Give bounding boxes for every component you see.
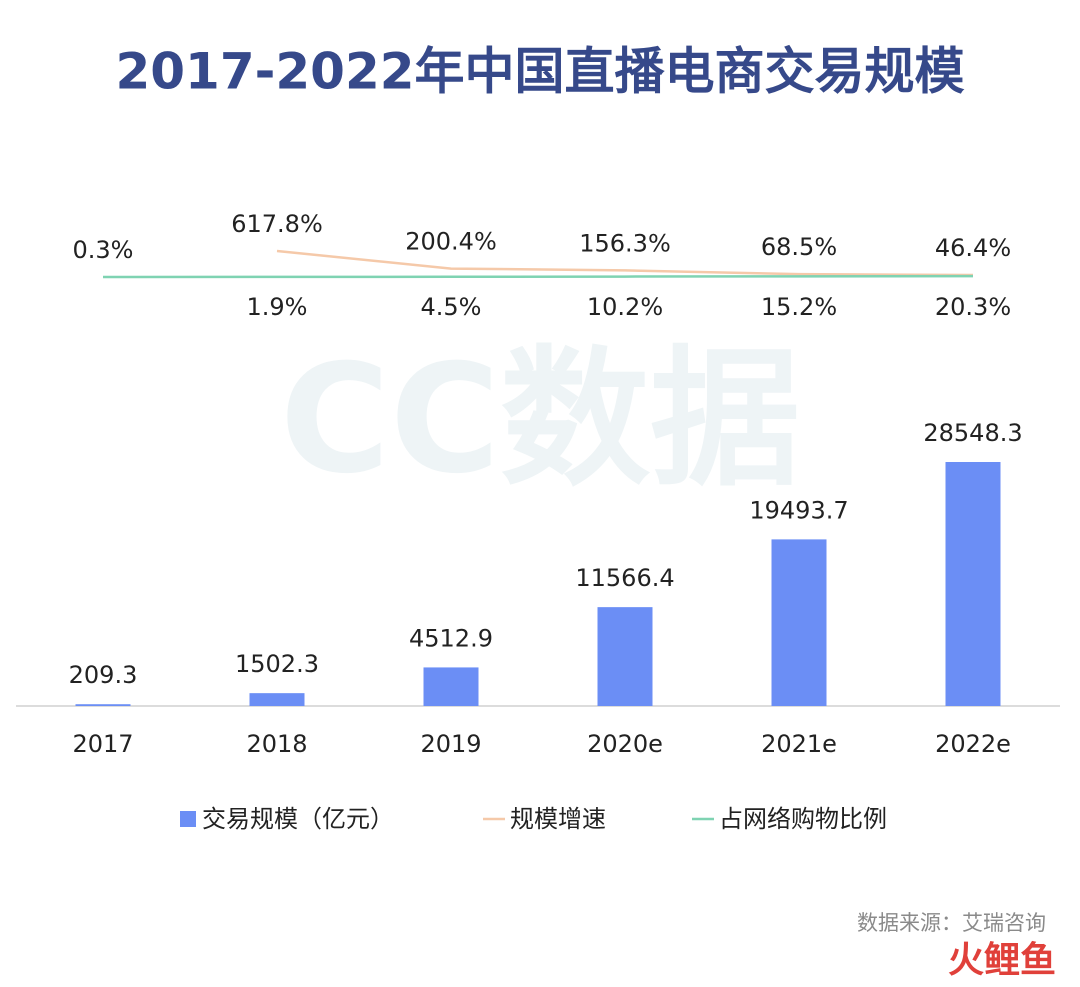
line-value-label: 4.5% xyxy=(421,293,482,321)
line-value-label: 617.8% xyxy=(231,210,323,238)
line-value-label: 15.2% xyxy=(761,293,837,321)
line-value-label: 0.3% xyxy=(73,236,134,264)
bar-value-label: 1502.3 xyxy=(235,650,319,678)
chart-title: 2017-2022年中国直播电商交易规模 xyxy=(115,43,964,101)
bar-value-label: 19493.7 xyxy=(749,496,848,524)
x-tick-label: 2019 xyxy=(420,730,481,758)
source: 数据来源：艾瑞咨询 xyxy=(857,911,1046,935)
line-value-label: 68.5% xyxy=(761,233,837,261)
bar-value-label: 209.3 xyxy=(69,661,138,689)
line xyxy=(276,249,974,277)
bar xyxy=(945,462,1001,706)
line-value-label: 10.2% xyxy=(587,293,663,321)
legend-swatch xyxy=(180,811,196,827)
x-tick-label: 2017 xyxy=(72,730,133,758)
line xyxy=(102,274,974,279)
legend-label: 交易规模（亿元） xyxy=(202,805,394,833)
watermark: CC数据 xyxy=(280,333,800,507)
line-value-label: 46.4% xyxy=(935,234,1011,262)
bar xyxy=(771,539,827,706)
x-tick-label: 2018 xyxy=(246,730,307,758)
bar-value-label: 4512.9 xyxy=(409,624,493,652)
line-value-label: 200.4% xyxy=(405,228,497,256)
x-tick-label: 2022e xyxy=(935,730,1011,758)
line-value-label: 156.3% xyxy=(579,229,671,257)
bar xyxy=(597,607,653,706)
legend-label: 占网络购物比例 xyxy=(719,805,887,833)
brand: 火鲤鱼 xyxy=(948,940,1056,981)
legend-label: 规模增速 xyxy=(510,805,606,833)
bar-value-label: 11566.4 xyxy=(575,564,674,592)
bar xyxy=(75,704,131,706)
bar xyxy=(249,693,305,706)
bar xyxy=(423,667,479,706)
line-value-label: 1.9% xyxy=(247,293,308,321)
x-tick-label: 2021e xyxy=(761,730,837,758)
x-tick-label: 2020e xyxy=(587,730,663,758)
line-value-label: 20.3% xyxy=(935,293,1011,321)
bar-value-label: 28548.3 xyxy=(923,419,1022,447)
